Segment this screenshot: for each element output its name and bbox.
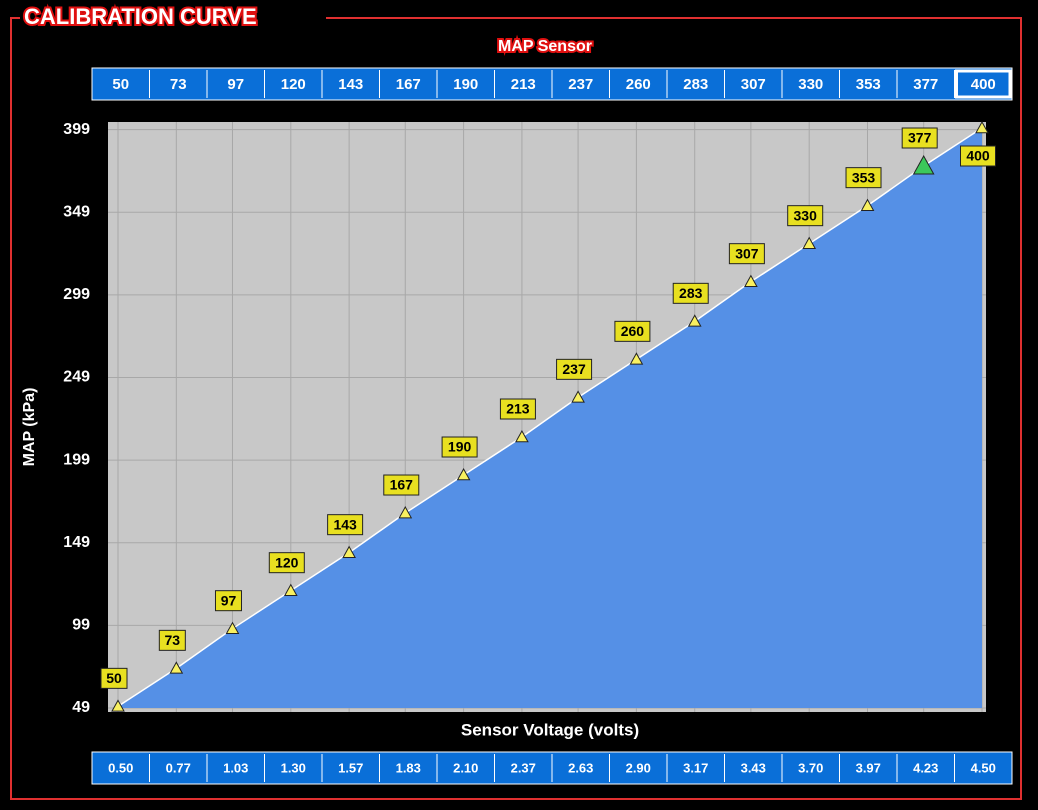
y-tick-label: 49 [72,699,90,716]
point-marker[interactable] [515,429,529,443]
point-label: 353 [852,169,876,185]
table-title: MAP Sensor [498,38,592,55]
point-marker[interactable] [342,545,356,558]
table-cell[interactable]: 1.30 [281,760,306,775]
table-cell[interactable]: 1.57 [338,760,363,775]
y-tick-label: 349 [63,203,90,220]
label-box [556,358,593,380]
point-marker[interactable] [225,621,240,634]
table-cell[interactable]: 2.10 [453,760,478,775]
y-tick-label: 99 [72,617,90,634]
table-cell[interactable]: 283 [683,76,708,93]
label-box [845,167,882,189]
label-box [158,629,186,651]
table-cell[interactable]: 120 [281,76,306,93]
table-cell[interactable]: 2.37 [511,760,536,775]
table-cell[interactable]: 143 [338,76,363,93]
label-box [441,436,478,458]
panel-title: CALIBRATION CURVE [24,4,257,29]
point-label: 400 [966,148,990,164]
table-cell[interactable]: 1.03 [223,760,248,775]
point-marker[interactable] [571,390,585,403]
label-box [383,474,420,496]
table-cell[interactable]: 3.70 [798,760,823,775]
label-box [960,145,996,167]
table-cell[interactable]: 0.77 [166,760,191,775]
point-label: 97 [221,592,237,608]
point-label: 330 [794,207,818,223]
curve-line [117,127,983,707]
table-cell[interactable]: 2.90 [626,760,651,775]
title-backing [20,6,326,30]
table-cell[interactable]: 3.43 [741,760,766,775]
point-label: 377 [908,130,932,146]
point-label: 260 [621,323,645,339]
point-label: 73 [165,632,181,648]
selected-cell [955,69,1012,99]
x-axis-label: Sensor Voltage (volts) [461,720,639,739]
point-label: 50 [106,670,122,686]
y-tick-label: 149 [63,534,90,551]
y-tick-label: 399 [63,121,90,138]
point-label: 190 [448,439,472,455]
table-cell[interactable]: 0.50 [108,760,133,775]
point-label: 120 [275,554,299,570]
label-box [728,243,765,265]
point-marker[interactable] [398,505,413,519]
table-cell[interactable]: 4.50 [971,760,996,775]
table-cell[interactable]: 260 [626,76,651,93]
point-marker[interactable] [912,154,935,175]
point-marker[interactable] [169,661,184,674]
y-axis-label: MAP (kPa) [21,388,38,467]
point-marker[interactable] [975,120,989,134]
table-cell[interactable]: 1.83 [396,760,421,775]
table-cell[interactable]: 97 [227,76,244,93]
table-cell[interactable]: 190 [453,76,478,93]
label-box [499,398,536,420]
table-cell[interactable]: 167 [396,76,421,93]
table-cell[interactable]: 3.97 [856,760,881,775]
table-cell[interactable]: 377 [913,76,938,93]
point-marker[interactable] [629,352,644,365]
label-box [100,667,128,689]
table-cell[interactable]: 73 [170,76,187,93]
table-cell[interactable]: 4.23 [913,760,938,775]
label-box [214,590,242,612]
point-marker[interactable] [802,236,817,249]
y-tick-label: 199 [63,451,90,468]
y-tick-label: 299 [63,286,90,303]
point-label: 213 [506,401,530,417]
label-box [901,127,938,149]
point-marker[interactable] [456,467,471,481]
table-cell[interactable]: 353 [856,76,881,93]
point-marker[interactable] [283,583,298,596]
table-cell[interactable]: 3.17 [683,760,708,775]
point-marker[interactable] [111,699,125,712]
point-marker[interactable] [860,198,875,211]
point-label: 167 [390,477,414,493]
table-cell[interactable]: 213 [511,76,536,93]
table-cell[interactable]: 237 [568,76,593,93]
point-label: 143 [333,516,357,532]
label-box [787,205,824,227]
table-cell[interactable]: 330 [798,76,823,93]
table-cell[interactable]: 400 [971,76,996,93]
label-box [327,514,364,536]
table-cell[interactable]: 307 [741,76,766,93]
point-label: 237 [562,361,586,377]
point-label: 307 [735,245,759,261]
label-box [268,552,305,574]
point-label: 283 [679,285,703,301]
point-marker[interactable] [687,314,702,327]
table-cell[interactable]: 2.63 [568,760,593,775]
table-cell[interactable]: 50 [112,76,129,93]
y-tick-label: 249 [63,369,90,386]
label-box [672,282,709,304]
label-box [614,320,651,342]
point-marker[interactable] [744,274,758,287]
panel-frame [10,17,1022,800]
